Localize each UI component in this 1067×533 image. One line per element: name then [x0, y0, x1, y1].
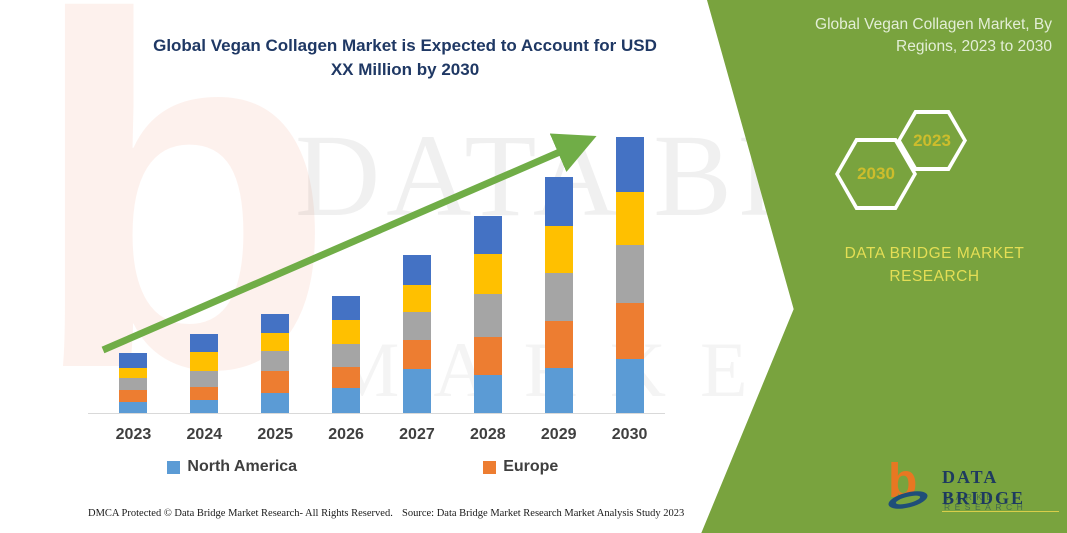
footer-dmca-text: DMCA Protected © Data Bridge Market Rese… — [88, 508, 393, 519]
x-axis-line — [88, 413, 665, 414]
chart-title: Global Vegan Collagen Market is Expected… — [153, 36, 657, 79]
segment-unlabeled-darkblue-2028 — [473, 216, 502, 254]
hexagon-2030: 2030 — [835, 138, 917, 210]
brand-wordmark: DATA BRIDGE MARKET RESEARCH — [844, 245, 1025, 286]
x-label-2030: 2030 — [611, 426, 648, 443]
segment-north-america-2025 — [261, 393, 290, 413]
legend-label-europe: Europe — [503, 458, 559, 475]
side-panel-heading: Global Vegan Collagen Market, By Regions… — [815, 16, 1052, 56]
trend-arrow-icon — [101, 133, 597, 354]
bar-stack-2027 — [402, 255, 431, 413]
chart-legend: North America Europe — [88, 458, 665, 476]
segment-europe-2027 — [402, 340, 431, 369]
bar-stack-2024 — [190, 334, 219, 413]
legend-item-north-america: North America — [88, 458, 377, 476]
x-label-2023: 2023 — [115, 426, 152, 443]
segment-unlabeled-gray-2025 — [261, 351, 290, 371]
segment-unlabeled-darkblue-2030 — [615, 137, 644, 192]
hexagon-2030-label: 2030 — [857, 164, 895, 183]
segment-europe-2025 — [261, 371, 290, 393]
segment-north-america-2029 — [544, 368, 573, 413]
bar-stack-2028 — [473, 216, 502, 413]
segment-unlabeled-yellow-2029 — [544, 226, 573, 273]
bar-2028 — [452, 216, 523, 413]
segment-europe-2029 — [544, 321, 573, 368]
x-axis-labels: 2023 2024 2025 2026 2027 2028 2029 2030 — [88, 426, 665, 444]
segment-north-america-2030 — [615, 359, 644, 413]
bar-2029 — [523, 177, 594, 413]
bar-2024 — [169, 334, 240, 413]
segment-unlabeled-gray-2030 — [615, 245, 644, 303]
x-label-2024: 2024 — [186, 426, 223, 443]
segment-unlabeled-yellow-2025 — [261, 333, 290, 351]
segment-unlabeled-gray-2026 — [332, 344, 361, 367]
segment-unlabeled-darkblue-2025 — [261, 314, 290, 333]
segment-unlabeled-darkblue-2023 — [119, 353, 148, 368]
x-label-2027: 2027 — [399, 426, 435, 443]
segment-north-america-2023 — [119, 402, 148, 413]
logo-name: DATA BRIDGE — [942, 467, 1059, 512]
data-bridge-logo: b DATA BRIDGE MARKET RESEARCH — [884, 455, 1059, 515]
segment-europe-2028 — [473, 337, 502, 375]
x-label-2029: 2029 — [540, 426, 577, 443]
segment-unlabeled-gray-2023 — [119, 378, 148, 390]
bar-stack-2029 — [544, 177, 573, 413]
footer-source-text: Source: Data Bridge Market Research Mark… — [402, 508, 685, 519]
x-label-2028: 2028 — [470, 426, 506, 443]
segment-north-america-2028 — [473, 375, 502, 413]
segment-unlabeled-gray-2027 — [402, 312, 431, 340]
logo-subtitle: MARKET RESEARCH — [944, 492, 1028, 512]
segment-europe-2026 — [332, 367, 361, 388]
legend-item-europe: Europe — [377, 458, 666, 476]
segment-unlabeled-yellow-2028 — [473, 254, 502, 294]
bar-2027 — [382, 255, 453, 413]
segment-unlabeled-darkblue-2027 — [402, 255, 431, 285]
segment-unlabeled-darkblue-2024 — [190, 334, 219, 352]
segment-unlabeled-darkblue-2026 — [332, 296, 361, 320]
segment-unlabeled-gray-2029 — [544, 273, 573, 321]
bar-stack-2023 — [119, 353, 148, 413]
hexagon-2023-label: 2023 — [913, 130, 951, 150]
bar-stack-2030 — [615, 137, 644, 413]
segment-unlabeled-yellow-2023 — [119, 368, 148, 378]
segment-unlabeled-yellow-2027 — [402, 285, 431, 312]
legend-label-north-america: North America — [187, 458, 298, 475]
bar-2030 — [594, 137, 665, 413]
bar-2023 — [98, 353, 169, 413]
segment-unlabeled-yellow-2030 — [615, 192, 644, 245]
segment-europe-2023 — [119, 390, 148, 402]
legend-swatch-north-america — [167, 460, 181, 474]
segment-europe-2030 — [615, 303, 644, 359]
legend-swatch-europe — [483, 460, 497, 474]
bar-stack-2025 — [261, 314, 290, 413]
segment-north-america-2024 — [190, 400, 219, 413]
segment-unlabeled-darkblue-2029 — [544, 177, 573, 226]
segment-north-america-2026 — [332, 388, 361, 413]
logo-b-icon: b — [888, 457, 928, 509]
bar-2025 — [240, 314, 311, 413]
segment-unlabeled-yellow-2026 — [332, 320, 361, 344]
segment-europe-2024 — [190, 387, 219, 400]
bar-stack-2026 — [332, 296, 361, 413]
x-label-2026: 2026 — [328, 426, 364, 443]
x-label-2025: 2025 — [257, 426, 293, 443]
segment-unlabeled-gray-2028 — [473, 294, 502, 337]
stacked-bar-plot — [88, 120, 665, 413]
segment-north-america-2027 — [402, 369, 431, 413]
bar-2026 — [311, 296, 382, 413]
segment-unlabeled-yellow-2024 — [190, 352, 219, 371]
segment-unlabeled-gray-2024 — [190, 371, 219, 387]
